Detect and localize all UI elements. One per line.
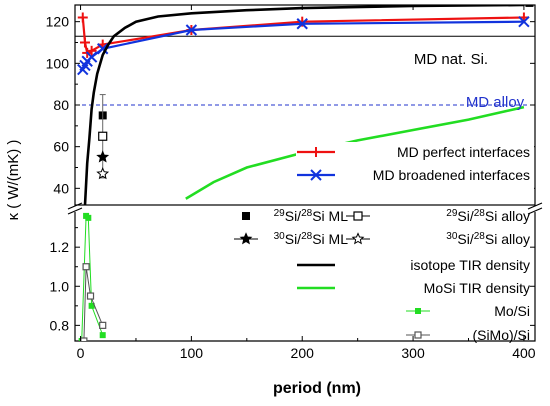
- legend-entry: (SiMo)/Si: [406, 327, 530, 343]
- y-tick-label: 60: [53, 139, 69, 155]
- series-4: [96, 150, 110, 163]
- legend-sup: 28: [474, 208, 486, 219]
- data-point: [297, 16, 308, 27]
- axis-break-mark: [527, 202, 543, 215]
- legend-label: 30Si/28Si ML: [274, 231, 349, 247]
- x-tick-label: 100: [180, 345, 204, 361]
- data-point: [79, 37, 90, 48]
- data-point: [85, 51, 98, 63]
- data-point: [86, 45, 97, 56]
- axis-break-mark: [67, 202, 83, 215]
- data-point: [98, 131, 108, 141]
- lower-panel-frame: [74, 212, 536, 342]
- legend-label: (SiMo)/Si: [472, 327, 530, 343]
- legend-sup: 30: [274, 231, 286, 242]
- data-point: [97, 43, 109, 55]
- y-tick-label: 1.0: [50, 278, 70, 294]
- y-tick-label: 120: [46, 14, 70, 30]
- legend-sup: 28: [301, 208, 313, 219]
- series-5: [96, 167, 110, 180]
- data-point: [185, 24, 198, 36]
- x-tick-label: 0: [77, 345, 85, 361]
- legend-marker: [239, 232, 253, 245]
- data-point: [525, 5, 534, 7]
- legend-entry: MoSi TIR density: [297, 280, 530, 296]
- legend-label: Mo/Si: [494, 303, 530, 319]
- legend-label: isotope TIR density: [410, 257, 530, 273]
- legend-sup: 29: [274, 208, 286, 219]
- legend-entry: 30Si/28Si ML: [234, 231, 348, 247]
- x-axis-label: period (nm): [273, 380, 361, 397]
- legend-label: 30Si/28Si alloy: [446, 231, 530, 247]
- legend-marker: [415, 308, 421, 314]
- data-point: [86, 292, 95, 300]
- data-point: [80, 337, 88, 341]
- series-9: [80, 263, 107, 341]
- legend-marker: [414, 331, 422, 339]
- legend-text: Si/: [457, 231, 473, 247]
- y-tick-label: 1.2: [50, 239, 70, 255]
- md-alloy-annotation: MD alloy: [466, 94, 525, 111]
- series-6: [83, 5, 524, 205]
- legend-marker: [310, 169, 322, 181]
- legend-text: Si alloy: [485, 231, 530, 247]
- legend-marker: [351, 232, 365, 245]
- legend-marker: [242, 212, 250, 220]
- legend-label: MD perfect interfaces: [397, 144, 530, 160]
- legend-entry: 29Si/28Si ML: [242, 208, 348, 224]
- legend-sup: 28: [474, 231, 486, 242]
- legend: MD perfect interfaces MD broadened interf…: [234, 142, 534, 343]
- data-point: [82, 263, 90, 271]
- data-point: [88, 302, 95, 309]
- x-tick-label: 400: [512, 345, 536, 361]
- series-1: [77, 15, 530, 76]
- y-tick-label: 100: [46, 55, 70, 71]
- legend-text: Si/: [285, 208, 301, 224]
- series-3: [98, 94, 108, 179]
- axis-ticks: 0 100 200 300 400 40 60 80 100 120 0.8 1.0 1.2: [46, 5, 536, 361]
- legend-label: MD broadened interfaces: [373, 167, 530, 183]
- legend-marker: [311, 147, 321, 157]
- legend-text: Si/: [285, 231, 301, 247]
- legend-entry: isotope TIR density: [297, 257, 530, 273]
- data-point: [85, 214, 92, 221]
- data-point: [296, 18, 308, 30]
- series-line: [83, 5, 524, 205]
- legend-marker: [353, 211, 363, 221]
- data-point: [96, 167, 110, 180]
- data-point: [518, 15, 530, 28]
- lower-panel: [78, 212, 107, 341]
- legend-text: Si ML: [312, 208, 348, 224]
- y-tick-label: 80: [53, 97, 69, 113]
- legend-sup: 28: [301, 231, 313, 242]
- legend-sup: 29: [446, 208, 458, 219]
- legend-entry: MD perfect interfaces: [297, 144, 530, 160]
- legend-text: Si ML: [312, 231, 348, 247]
- legend-label: MoSi TIR density: [424, 280, 530, 296]
- md-nat-si-annotation: MD nat. Si.: [414, 51, 488, 68]
- y-tick-label: 0.8: [50, 317, 70, 333]
- data-point: [77, 12, 88, 23]
- legend-entry: Mo/Si: [406, 303, 530, 319]
- data-point: [96, 150, 110, 163]
- legend-text: Si/: [457, 208, 473, 224]
- legend-sup: 30: [446, 231, 458, 242]
- legend-label: 29Si/28Si ML: [274, 208, 349, 224]
- y-tick-label: 40: [53, 180, 69, 196]
- series-line: [83, 266, 104, 341]
- legend-entry: 30Si/28Si alloy: [346, 231, 530, 247]
- data-point: [99, 321, 107, 329]
- y-axis-label: κ ( W/(mK) ): [5, 140, 22, 221]
- legend-label: 29Si/28Si alloy: [446, 208, 530, 224]
- legend-entry: 29Si/28Si alloy: [346, 208, 530, 224]
- legend-background: [296, 142, 534, 204]
- legend-entry: MD broadened interfaces: [297, 167, 530, 183]
- legend-text: Si alloy: [485, 208, 530, 224]
- x-tick-label: 200: [291, 345, 315, 361]
- x-tick-label: 300: [401, 345, 425, 361]
- data-point: [99, 332, 106, 339]
